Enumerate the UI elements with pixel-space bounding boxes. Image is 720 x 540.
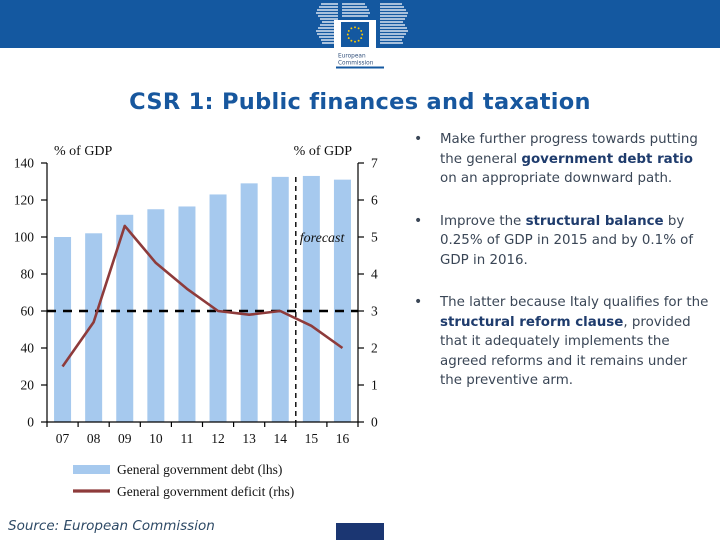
bullet-item: • The latter because Italy qualifies for … (414, 293, 712, 391)
legend-swatch-debt (73, 465, 110, 474)
svg-text:General government debt (lhs): General government debt (lhs) (117, 462, 282, 477)
svg-text:20: 20 (21, 378, 35, 393)
debt-bars (54, 175, 351, 422)
svg-text:European: European (338, 54, 366, 60)
svg-text:14: 14 (274, 431, 288, 446)
svg-text:% of GDP: % of GDP (54, 144, 113, 159)
svg-text:40: 40 (21, 341, 35, 356)
berlaymont-hatch (316, 3, 408, 44)
svg-text:12: 12 (211, 431, 225, 446)
svg-text:0: 0 (27, 415, 34, 430)
svg-text:1: 1 (371, 378, 378, 393)
svg-text:100: 100 (14, 230, 35, 245)
bullet-text: The latter because Italy qualifies for t… (440, 295, 709, 388)
bullet-marker: • (414, 131, 423, 147)
svg-text:10: 10 (149, 431, 163, 446)
bullet-item: • Make further progress towards putting t… (414, 130, 712, 189)
eu-flag-icon (341, 22, 369, 47)
svg-text:120: 120 (14, 193, 35, 208)
bullet-item: • Improve the structural balance by 0.25%… (414, 212, 712, 271)
svg-text:6: 6 (371, 193, 378, 208)
svg-text:60: 60 (21, 304, 35, 319)
svg-text:Commission: Commission (338, 61, 374, 67)
svg-text:13: 13 (242, 431, 256, 446)
svg-text:% of GDP: % of GDP (294, 144, 353, 159)
page-title: CSR 1: Public finances and taxation (129, 89, 591, 116)
svg-text:80: 80 (21, 267, 35, 282)
svg-text:16: 16 (336, 431, 350, 446)
bullet-marker: • (414, 212, 423, 229)
deficit-line (61, 224, 344, 368)
svg-text:5: 5 (371, 230, 378, 245)
forecast-label: forecast (300, 231, 346, 246)
bullet-text: Make further progress towards putting th… (440, 132, 698, 186)
svg-text:08: 08 (87, 431, 101, 446)
svg-text:15: 15 (305, 431, 319, 446)
svg-text:3: 3 (371, 304, 378, 319)
svg-text:4: 4 (371, 267, 378, 282)
debt-deficit-chart: 0 20 40 60 80 100 120 140 0 1 2 3 4 5 6 7 07 08 09 10 11 12 13… (0, 125, 400, 520)
chart-legend: General government debt (lhs) General gov… (73, 462, 294, 499)
svg-text:09: 09 (118, 431, 132, 446)
eu-stars (346, 26, 364, 43)
svg-text:7: 7 (371, 156, 378, 171)
svg-text:2: 2 (371, 341, 378, 356)
svg-text:07: 07 (56, 431, 70, 446)
bullet-text: Improve the structural balance by 0.25% … (440, 213, 694, 268)
svg-text:11: 11 (180, 431, 193, 446)
slide-number-box (336, 523, 384, 540)
bullet-marker: • (414, 294, 423, 310)
svg-text:0: 0 (371, 415, 378, 430)
svg-text:General government deficit (rh: General government deficit (rhs) (117, 484, 294, 499)
source-note: Source: European Commission (8, 518, 215, 534)
svg-text:140: 140 (14, 156, 35, 171)
bullet-list: • Make further progress towards putting t… (414, 130, 712, 414)
